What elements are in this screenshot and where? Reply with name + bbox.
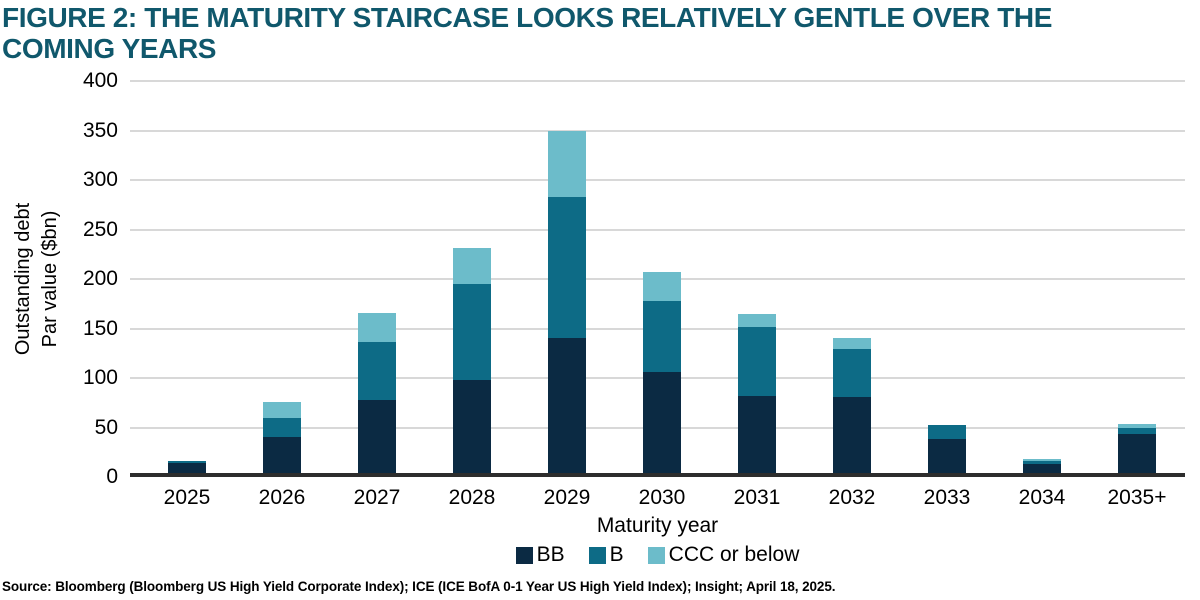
gridline-300 (130, 179, 1185, 181)
x-tick-label-2033: 2033 (923, 486, 971, 509)
gridline-350 (130, 129, 1185, 132)
legend-item-bb: BB (515, 543, 565, 567)
y-tick-label-150: 150 (82, 316, 118, 340)
legend-swatch-icon-b (588, 546, 606, 564)
bar-segment-2033-bb (928, 439, 966, 473)
bar-segment-2029-ccc-or-below (548, 131, 586, 197)
x-tick-label-2026: 2026 (258, 486, 306, 509)
y-tick-label-350: 350 (82, 118, 118, 142)
x-tick-label-2030: 2030 (638, 486, 686, 509)
legend-label-b: B (609, 543, 624, 566)
y-tick-label-300: 300 (82, 168, 118, 191)
bar-segment-2031-ccc-or-below (738, 313, 776, 328)
bar-segment-2028-ccc-or-below (453, 248, 491, 284)
y-tick-label-0: 0 (106, 465, 118, 488)
x-tick-label-2027: 2027 (353, 486, 401, 509)
legend-item-b: B (588, 543, 624, 567)
bar-segment-2025-bb (168, 463, 206, 473)
x-tick-label-2028: 2028 (448, 486, 496, 509)
legend-swatch-icon-ccc-or-below (647, 546, 665, 564)
bar-segment-2035+-bb (1118, 434, 1156, 473)
bar-segment-2031-bb (738, 395, 776, 473)
bar-segment-2030-bb (643, 372, 681, 473)
bar-segment-2031-b (738, 327, 776, 396)
legend-item-ccc-or-below: CCC or below (647, 543, 800, 567)
bar-segment-2027-b (358, 342, 396, 400)
x-tick-label-2032: 2032 (828, 486, 876, 509)
bar-segment-2033-b (928, 424, 966, 440)
bar-segment-2027-bb (358, 399, 396, 473)
bar-segment-2029-b (548, 196, 586, 339)
x-tick-label-2031: 2031 (733, 486, 781, 509)
bar-segment-2032-b (833, 349, 871, 397)
gridline-400 (130, 80, 1185, 82)
bar-segment-2032-bb (833, 396, 871, 473)
y-tick-label-200: 200 (82, 267, 118, 290)
figure-title: FIGURE 2: THE MATURITY STAIRCASE LOOKS R… (2, 2, 1053, 64)
bar-segment-2034-ccc-or-below (1023, 459, 1061, 462)
source-note: Source: Bloomberg (Bloomberg US High Yie… (2, 579, 836, 594)
bar-segment-2028-b (453, 283, 491, 380)
bar-segment-2032-ccc-or-below (833, 338, 871, 350)
gridline-250 (130, 228, 1185, 231)
bar-segment-2030-b (643, 300, 681, 373)
x-axis-ticks: 2025 2026 2027 2028 2029 2030 2031 2032 2033 2034… (130, 486, 1185, 510)
y-axis-ticks: 0 50 100 150 200 250 300 350 400 (0, 69, 118, 488)
plot-area (130, 80, 1185, 477)
legend-label-bb: BB (536, 543, 565, 566)
bar-segment-2026-bb (263, 437, 301, 473)
x-tick-label-2035+: 2035+ (1107, 486, 1167, 509)
bar-segment-2025-b (168, 461, 206, 464)
bar-segment-2034-bb (1023, 464, 1061, 473)
x-tick-label-2029: 2029 (543, 486, 591, 509)
bar-segment-2035+-ccc-or-below (1118, 423, 1156, 429)
y-tick-label-50: 50 (94, 415, 118, 439)
legend: BB B CCC or below (130, 543, 1185, 567)
legend-swatch-icon-bb (515, 546, 533, 564)
bar-segment-2030-ccc-or-below (643, 272, 681, 301)
y-tick-label-250: 250 (82, 217, 118, 241)
bar-segment-2034-b (1023, 461, 1061, 465)
x-tick-label-2034: 2034 (1018, 486, 1066, 509)
x-tick-label-2025: 2025 (163, 486, 211, 509)
bar-segment-2029-bb (548, 338, 586, 473)
bar-segment-2035+-b (1118, 428, 1156, 435)
x-axis-title: Maturity year (596, 514, 719, 537)
bar-segment-2028-bb (453, 379, 491, 473)
bar-segment-2026-ccc-or-below (263, 401, 301, 418)
y-tick-label-400: 400 (82, 69, 118, 92)
legend-label-ccc-or-below: CCC or below (668, 543, 800, 566)
bar-segment-2027-ccc-or-below (358, 312, 396, 343)
y-tick-label-100: 100 (82, 366, 118, 389)
bar-segment-2026-b (263, 417, 301, 438)
